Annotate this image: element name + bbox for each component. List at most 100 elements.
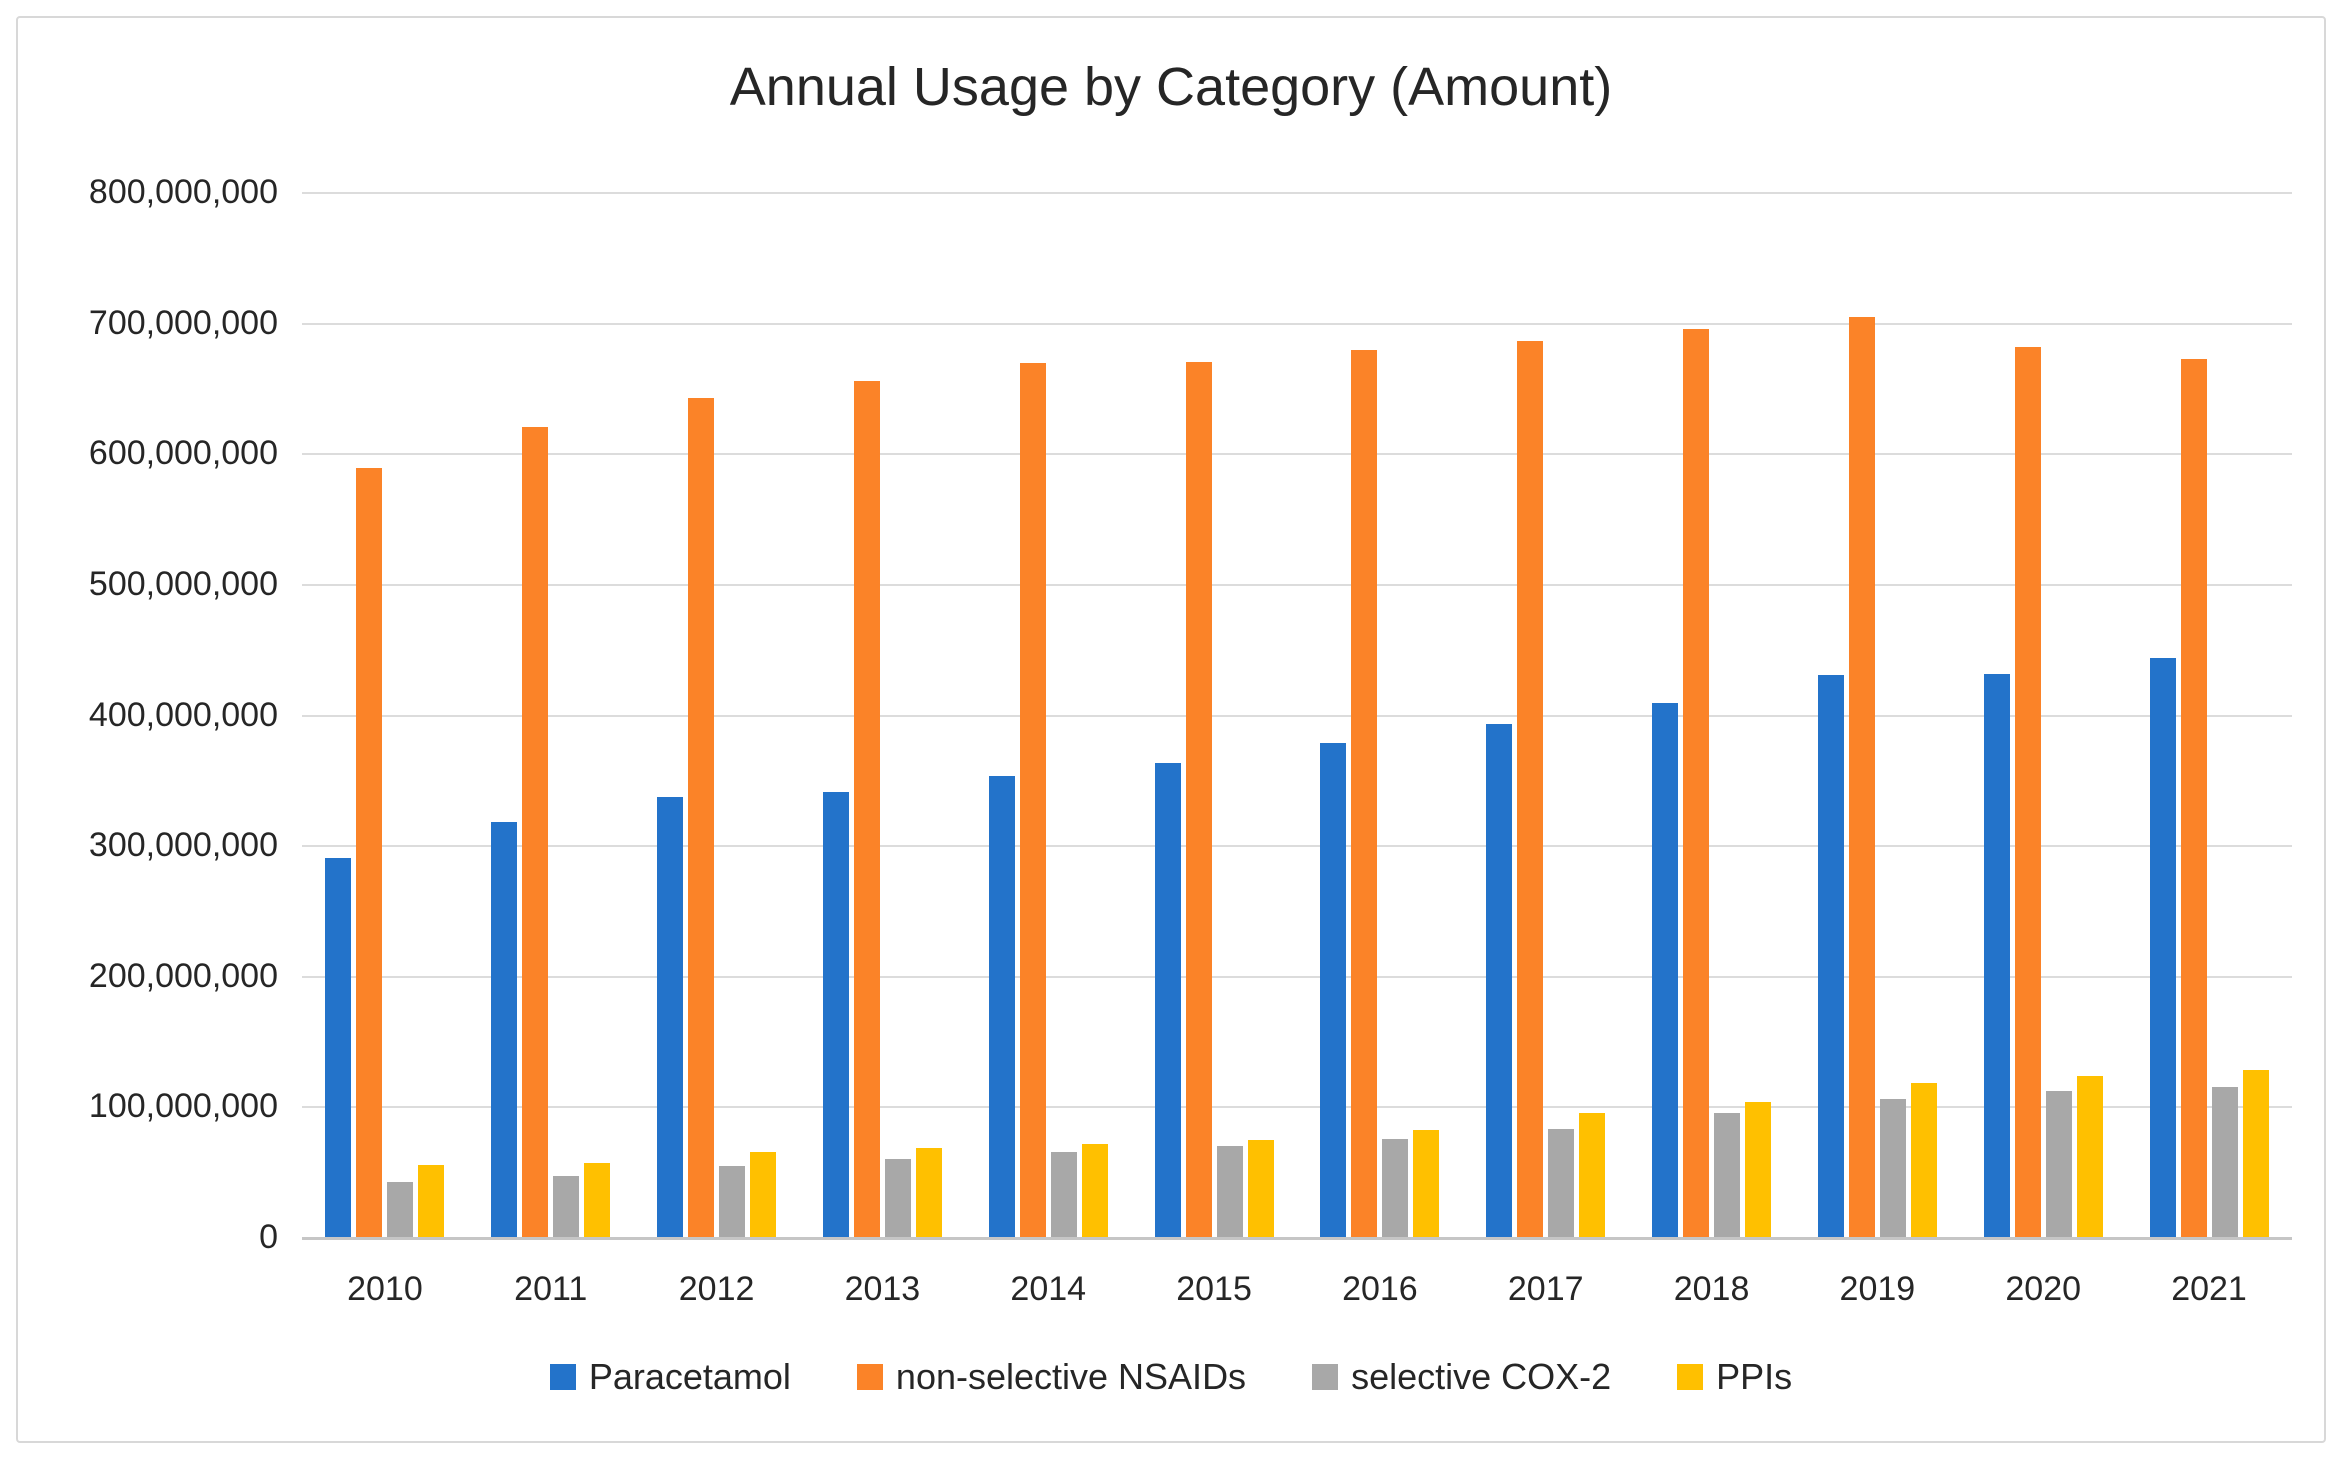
bar-paracetamol-2011 — [491, 821, 518, 1237]
gridline — [302, 1106, 2292, 1109]
bar-selective-cox-2-2019 — [1879, 1098, 1906, 1237]
bar-ppis-2018 — [1745, 1102, 1772, 1237]
x-axis-tick-label: 2011 — [514, 1270, 588, 1308]
bar-selective-cox-2-2018 — [1714, 1112, 1741, 1237]
x-axis-tick-label: 2019 — [1839, 1270, 1916, 1308]
y-axis-tick-label: 100,000,000 — [88, 1087, 278, 1126]
gridline — [302, 192, 2292, 194]
y-axis-tick-label: 700,000,000 — [88, 303, 278, 342]
bar-ppis-2021 — [2242, 1069, 2269, 1237]
legend-label: selective COX-2 — [1351, 1356, 1612, 1397]
bar-cluster — [1652, 192, 1772, 1237]
category-group-2019 — [1794, 192, 1960, 1237]
bar-paracetamol-2013 — [822, 791, 849, 1237]
chart-frame: Annual Usage by Category (Amount) 0 100,0… — [16, 16, 2326, 1443]
bar-non-selective-nsaids-2016 — [1351, 350, 1378, 1237]
bar-groups — [302, 192, 2292, 1237]
bar-non-selective-nsaids-2011 — [522, 427, 549, 1237]
bar-ppis-2011 — [584, 1162, 611, 1237]
bar-ppis-2019 — [1910, 1082, 1937, 1237]
bar-ppis-2010 — [418, 1165, 445, 1237]
bar-paracetamol-2018 — [1652, 702, 1679, 1237]
legend-item-selective-cox-2: selective COX-2 — [1312, 1356, 1611, 1398]
bar-selective-cox-2-2021 — [2211, 1086, 2238, 1237]
bar-selective-cox-2-2013 — [884, 1158, 911, 1237]
bar-non-selective-nsaids-2013 — [853, 381, 880, 1237]
legend-item-non-selective-nsaids: non-selective NSAIDs — [856, 1356, 1246, 1398]
bar-non-selective-nsaids-2010 — [356, 467, 383, 1237]
y-axis-tick-label: 200,000,000 — [88, 956, 278, 995]
category-group-2020 — [1960, 192, 2126, 1237]
gridline — [302, 583, 2292, 586]
x-axis-tick-label: 2020 — [2005, 1270, 2082, 1308]
y-axis-tick-label: 800,000,000 — [88, 173, 278, 211]
bar-non-selective-nsaids-2021 — [2180, 359, 2207, 1237]
plot-area — [302, 192, 2292, 1240]
bar-selective-cox-2-2012 — [719, 1166, 746, 1237]
bar-paracetamol-2021 — [2149, 658, 2176, 1237]
bar-cluster — [491, 192, 611, 1237]
bar-cluster — [1817, 192, 1937, 1237]
bar-cluster — [1154, 192, 1274, 1237]
bar-ppis-2013 — [915, 1148, 942, 1237]
bar-cluster — [822, 192, 942, 1237]
bar-non-selective-nsaids-2012 — [688, 398, 715, 1237]
bar-non-selective-nsaids-2020 — [2014, 347, 2041, 1237]
bar-paracetamol-2020 — [1983, 674, 2010, 1237]
bar-non-selective-nsaids-2014 — [1019, 363, 1046, 1237]
bar-paracetamol-2014 — [988, 775, 1015, 1237]
gridline — [302, 453, 2292, 456]
bar-ppis-2020 — [2076, 1076, 2103, 1237]
x-axis-tick-label: 2016 — [1342, 1270, 1418, 1308]
category-group-2016 — [1297, 192, 1463, 1237]
legend-swatch-icon — [549, 1364, 576, 1390]
bar-non-selective-nsaids-2018 — [1683, 329, 1710, 1237]
legend-label: PPIs — [1716, 1356, 1793, 1397]
bar-cluster — [2149, 192, 2269, 1237]
x-axis: 2010 2011 2012 2013 2014 2015 2016 2017 2018 2019… — [302, 1270, 2292, 1309]
bar-non-selective-nsaids-2015 — [1185, 361, 1212, 1237]
category-group-2012 — [634, 192, 800, 1237]
legend-item-paracetamol: Paracetamol — [549, 1356, 791, 1398]
y-axis-tick-label: 300,000,000 — [88, 826, 278, 865]
x-axis-tick-label: 2010 — [347, 1270, 423, 1308]
bar-paracetamol-2016 — [1320, 743, 1347, 1237]
category-group-2017 — [1463, 192, 1629, 1237]
category-group-2011 — [468, 192, 634, 1237]
bar-selective-cox-2-2020 — [2045, 1090, 2072, 1237]
bar-cluster — [1486, 192, 1606, 1237]
bar-non-selective-nsaids-2019 — [1848, 317, 1875, 1237]
legend-swatch-icon — [1677, 1364, 1704, 1390]
bar-selective-cox-2-2011 — [553, 1175, 580, 1237]
category-group-2021 — [2126, 192, 2292, 1237]
legend-swatch-icon — [856, 1364, 883, 1390]
x-axis-tick-label: 2018 — [1673, 1270, 1750, 1308]
bar-paracetamol-2010 — [325, 858, 352, 1237]
gridline — [302, 322, 2292, 325]
bar-cluster — [657, 192, 777, 1237]
bar-selective-cox-2-2010 — [387, 1182, 414, 1237]
bar-selective-cox-2-2016 — [1382, 1139, 1409, 1237]
bar-ppis-2014 — [1081, 1144, 1108, 1237]
category-group-2010 — [302, 192, 468, 1237]
chart-legend: Paracetamol non-selective NSAIDs selective… — [18, 1356, 2324, 1398]
gridline — [302, 975, 2292, 978]
bar-paracetamol-2019 — [1817, 675, 1844, 1237]
bar-ppis-2016 — [1413, 1129, 1440, 1237]
gridline — [302, 845, 2292, 848]
bar-paracetamol-2017 — [1486, 723, 1513, 1237]
category-group-2014 — [965, 192, 1131, 1237]
legend-item-ppis: PPIs — [1677, 1356, 1792, 1398]
bar-paracetamol-2015 — [1154, 762, 1181, 1237]
x-axis-tick-label: 2017 — [1507, 1270, 1584, 1308]
bar-non-selective-nsaids-2017 — [1517, 340, 1544, 1237]
y-axis: 0 100,000,000 200,000,000 300,000,000 400,00… — [48, 18, 278, 1441]
bar-selective-cox-2-2014 — [1050, 1152, 1077, 1237]
bar-cluster — [1320, 192, 1440, 1237]
y-axis-tick-label: 500,000,000 — [88, 564, 278, 603]
bar-ppis-2017 — [1579, 1112, 1606, 1237]
y-axis-tick-label: 0 — [259, 1218, 278, 1256]
category-group-2013 — [799, 192, 965, 1237]
category-group-2015 — [1131, 192, 1297, 1237]
legend-swatch-icon — [1312, 1364, 1339, 1390]
